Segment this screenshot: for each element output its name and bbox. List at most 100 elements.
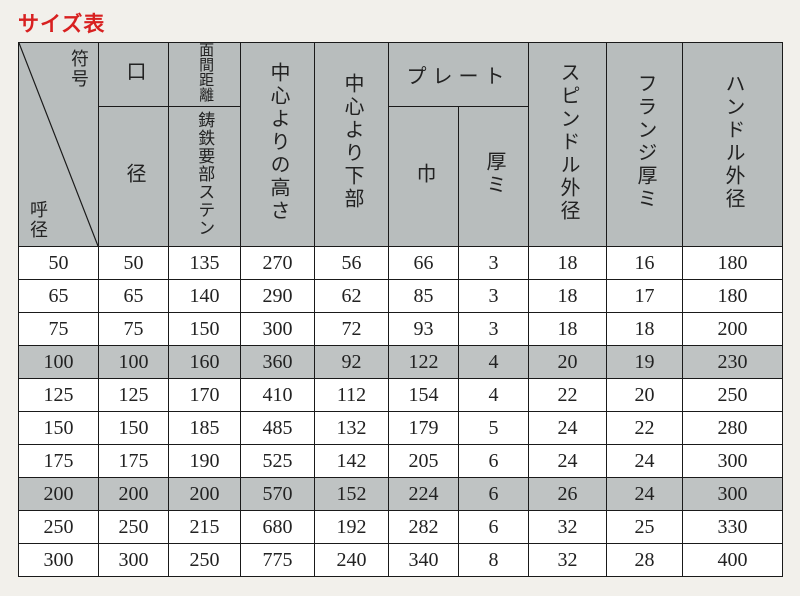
table-cell: 3: [459, 247, 529, 280]
table-cell: 85: [389, 280, 459, 313]
table-body: 5050135270566631816180656514029062853181…: [19, 247, 783, 577]
table-cell: 140: [169, 280, 241, 313]
table-cell: 18: [529, 313, 607, 346]
table-cell: 135: [169, 247, 241, 280]
table-cell: 50: [99, 247, 169, 280]
table-cell: 150: [19, 412, 99, 445]
table-cell: 4: [459, 379, 529, 412]
table-cell: 50: [19, 247, 99, 280]
table-cell: 290: [241, 280, 315, 313]
table-cell: 125: [19, 379, 99, 412]
table-cell: 200: [683, 313, 783, 346]
table-cell: 4: [459, 346, 529, 379]
header-c7: フランジ厚ミ: [607, 43, 683, 247]
table-cell: 224: [389, 478, 459, 511]
table-cell: 32: [529, 511, 607, 544]
table-row: 1001001603609212242019230: [19, 346, 783, 379]
table-cell: 100: [19, 346, 99, 379]
table-cell: 20: [607, 379, 683, 412]
table-cell: 250: [99, 511, 169, 544]
table-cell: 340: [389, 544, 459, 577]
table-cell: 6: [459, 511, 529, 544]
table-cell: 180: [683, 247, 783, 280]
table-cell: 3: [459, 313, 529, 346]
table-cell: 250: [169, 544, 241, 577]
table-cell: 570: [241, 478, 315, 511]
table-cell: 525: [241, 445, 315, 478]
table-cell: 66: [389, 247, 459, 280]
table-cell: 200: [99, 478, 169, 511]
header-c1-top: 口: [99, 43, 169, 107]
table-cell: 75: [99, 313, 169, 346]
table-cell: 200: [19, 478, 99, 511]
page-title: サイズ表: [18, 8, 782, 38]
table-cell: 93: [389, 313, 459, 346]
table-cell: 180: [683, 280, 783, 313]
table-cell: 300: [99, 544, 169, 577]
table-cell: 112: [315, 379, 389, 412]
table-cell: 200: [169, 478, 241, 511]
table-cell: 62: [315, 280, 389, 313]
table-cell: 152: [315, 478, 389, 511]
table-cell: 270: [241, 247, 315, 280]
table-cell: 24: [529, 445, 607, 478]
table-row: 30030025077524034083228400: [19, 544, 783, 577]
table-cell: 132: [315, 412, 389, 445]
header-c4: 中心より下部: [315, 43, 389, 247]
table-cell: 190: [169, 445, 241, 478]
table-cell: 680: [241, 511, 315, 544]
table-row: 17517519052514220562424300: [19, 445, 783, 478]
table-cell: 92: [315, 346, 389, 379]
table-cell: 160: [169, 346, 241, 379]
table-cell: 24: [607, 445, 683, 478]
table-cell: 410: [241, 379, 315, 412]
table-row: 6565140290628531817180: [19, 280, 783, 313]
table-row: 7575150300729331818200: [19, 313, 783, 346]
table-cell: 175: [19, 445, 99, 478]
table-cell: 19: [607, 346, 683, 379]
table-cell: 24: [607, 478, 683, 511]
table-cell: 154: [389, 379, 459, 412]
header-c2-bot: 鋳鉄要部ステン: [169, 107, 241, 247]
table-cell: 18: [529, 247, 607, 280]
header-c5a: 巾: [389, 107, 459, 247]
header-c3: 中心よりの高さ: [241, 43, 315, 247]
table-cell: 282: [389, 511, 459, 544]
table-cell: 16: [607, 247, 683, 280]
table-cell: 230: [683, 346, 783, 379]
table-row: 12512517041011215442220250: [19, 379, 783, 412]
table-cell: 122: [389, 346, 459, 379]
table-cell: 18: [529, 280, 607, 313]
table-cell: 17: [607, 280, 683, 313]
table-cell: 250: [19, 511, 99, 544]
table-cell: 65: [19, 280, 99, 313]
table-cell: 330: [683, 511, 783, 544]
table-cell: 8: [459, 544, 529, 577]
table-cell: 22: [607, 412, 683, 445]
header-diag-top: 符号: [66, 49, 92, 89]
table-cell: 775: [241, 544, 315, 577]
table-cell: 32: [529, 544, 607, 577]
header-c1-bot: 径: [99, 107, 169, 247]
table-row: 25025021568019228263225330: [19, 511, 783, 544]
table-cell: 170: [169, 379, 241, 412]
table-cell: 24: [529, 412, 607, 445]
table-cell: 185: [169, 412, 241, 445]
table-cell: 400: [683, 544, 783, 577]
table-cell: 250: [683, 379, 783, 412]
size-table: 符号 呼径 口 面間距離 中心よりの高さ 中心より下部 プレート スピンドル外径…: [18, 42, 783, 577]
table-cell: 3: [459, 280, 529, 313]
header-c5b: 厚ミ: [459, 107, 529, 247]
size-table-container: 符号 呼径 口 面間距離 中心よりの高さ 中心より下部 プレート スピンドル外径…: [18, 42, 782, 577]
table-row: 15015018548513217952422280: [19, 412, 783, 445]
header-c5: プレート: [389, 43, 529, 107]
table-cell: 65: [99, 280, 169, 313]
header-diagonal: 符号 呼径: [19, 43, 99, 247]
table-cell: 240: [315, 544, 389, 577]
table-cell: 179: [389, 412, 459, 445]
table-cell: 300: [683, 445, 783, 478]
table-cell: 360: [241, 346, 315, 379]
header-diag-bot: 呼径: [25, 200, 51, 240]
table-cell: 300: [241, 313, 315, 346]
table-cell: 6: [459, 445, 529, 478]
